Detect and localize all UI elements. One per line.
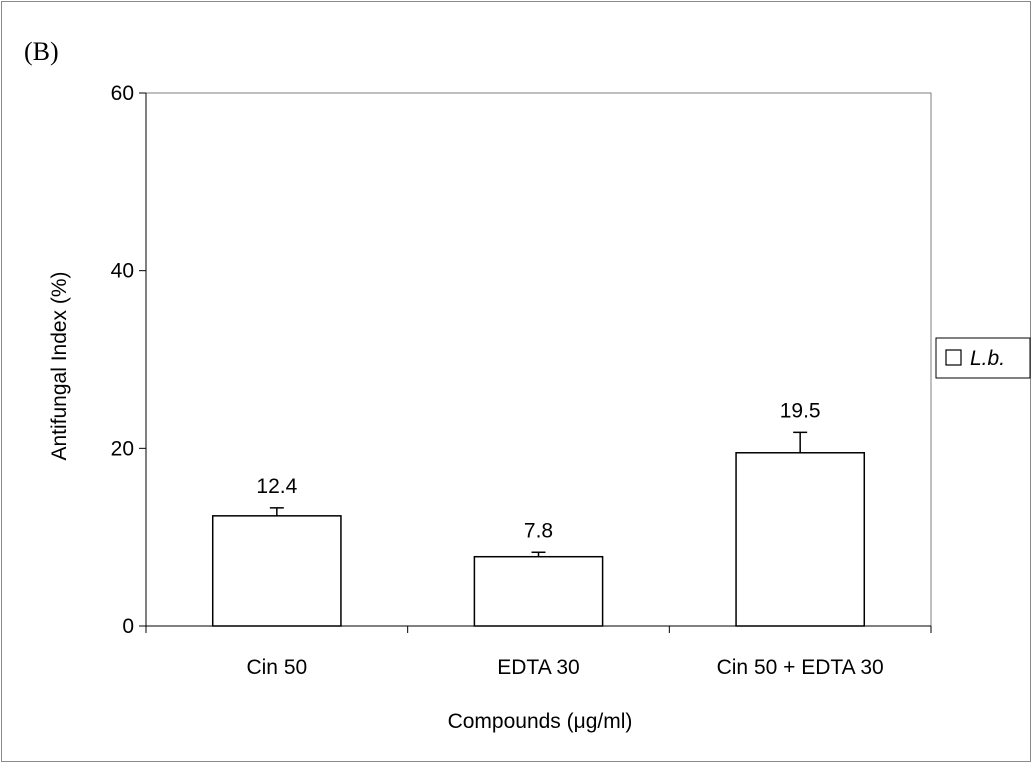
y-tick-label: 60 — [111, 82, 134, 105]
x-tick-label: EDTA 30 — [497, 656, 579, 679]
y-tick-label: 20 — [111, 437, 134, 460]
error-bars — [269, 431, 808, 557]
legend-entry: L.b. — [970, 347, 1005, 370]
x-tick-label: Cin 50 — [246, 656, 307, 679]
bar — [473, 555, 604, 627]
y-axis-ticks: 0 20 40 60 — [111, 82, 146, 638]
x-tick-label: Cin 50 + EDTA 30 — [717, 656, 884, 679]
data-labels: 12.4 7.8 19.5 — [256, 399, 820, 542]
data-label: 12.4 — [256, 475, 297, 498]
bar — [211, 515, 342, 627]
bar-series — [211, 452, 866, 627]
legend-box — [935, 337, 1031, 379]
legend-swatch — [945, 349, 962, 366]
data-label: 7.8 — [524, 519, 553, 542]
y-tick-label: 40 — [111, 260, 134, 283]
panel-label: (B) — [24, 37, 59, 66]
y-tick-label: 0 — [122, 615, 134, 638]
y-axis-title: Antifungal Index (%) — [48, 271, 71, 460]
data-label: 19.5 — [780, 399, 821, 422]
x-axis-ticks: Cin 50 EDTA 30 Cin 50 + EDTA 30 — [145, 626, 932, 679]
legend: L.b. — [935, 337, 1031, 379]
bar — [735, 452, 866, 627]
x-axis-title: Compounds (μg/ml) — [448, 710, 633, 733]
